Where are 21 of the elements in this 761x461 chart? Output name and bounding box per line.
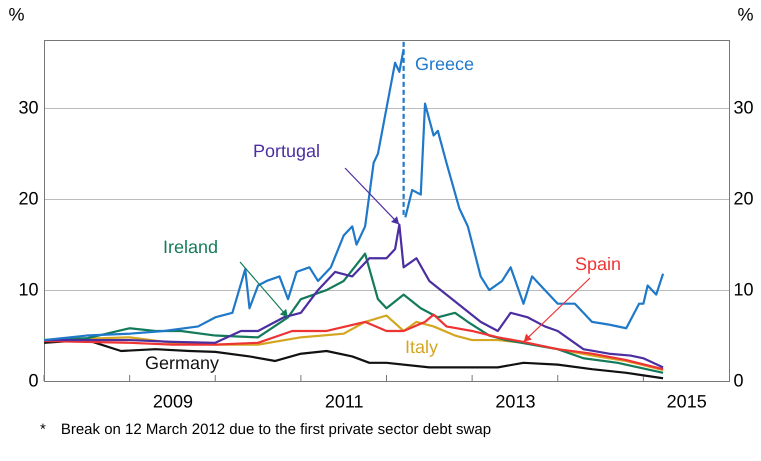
x-tick-label: 2009 [152,392,193,412]
text: Spain [575,254,622,274]
x-tick-label: 2011 [324,392,364,412]
series-label: Italy [405,337,438,357]
y2-tick-label: 10 [734,280,754,300]
text: * Break on 12 March 2012 due to the first private sector debt swap [40,421,492,438]
text: Portugal [253,141,320,161]
y2-axis-title: % [738,4,754,24]
series-label: Germany [145,353,220,373]
y-tick-label: 20 [18,188,38,209]
y-axis-title: % [8,4,25,24]
series-label: Greece [415,54,474,74]
y-tick-label: 10 [18,280,38,300]
y-tick-label: 30 [18,98,38,118]
y2-tick-label: 20 [734,188,754,209]
y2-tick-label: 30 [734,98,754,118]
y-tick-label: 0 [28,370,38,390]
text: Ireland [163,237,218,257]
y2-tick-label: 0 [734,370,744,390]
x-tick-label: 2013 [495,392,536,412]
x-tick-label: 2015 [666,392,707,412]
